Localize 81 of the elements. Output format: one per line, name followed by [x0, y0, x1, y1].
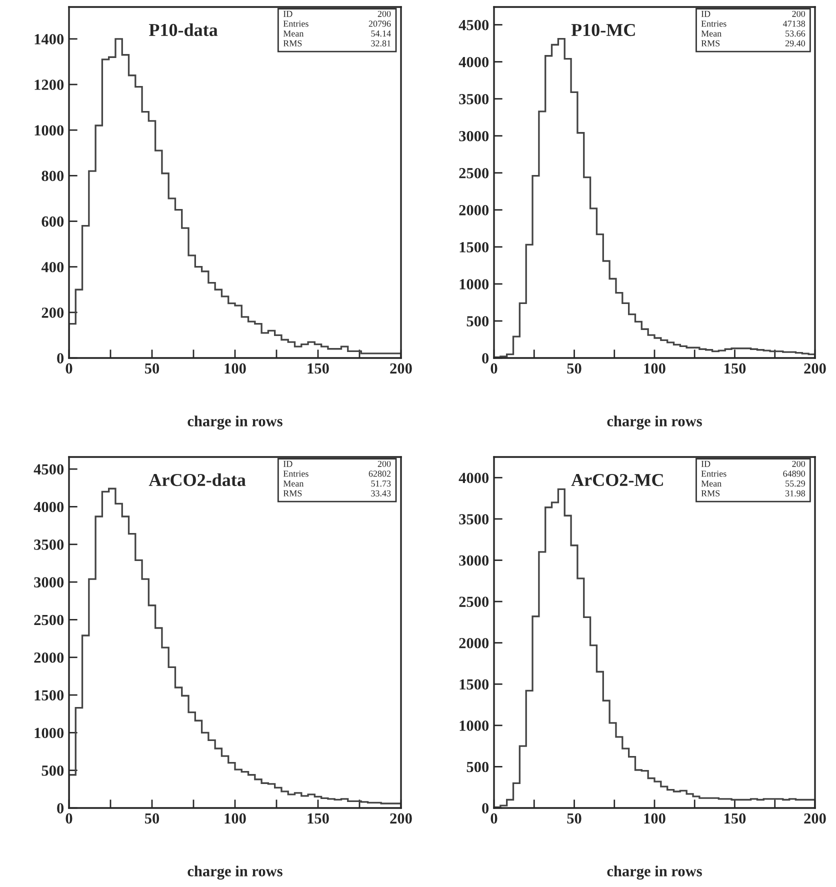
y-tick-label: 400 [41, 262, 64, 272]
x-tick-label: 200 [390, 813, 412, 824]
y-tick-label: 4000 [458, 56, 489, 68]
y-tick-label: 4000 [458, 472, 489, 484]
y-tick-label: 1500 [34, 690, 64, 700]
text: ID 200 [701, 10, 806, 17]
text: Entries 20796 [283, 20, 391, 27]
y-tick-label: 500 [42, 765, 64, 776]
x-tick-label: 50 [567, 813, 582, 824]
text: P10-MC [571, 24, 635, 36]
y-tick-label: 4500 [34, 464, 64, 475]
text: RMS 32.81 [283, 40, 390, 46]
y-tick-label: 1000 [460, 279, 489, 290]
text: Mean 54.14 [283, 30, 391, 37]
x-tick-label: 100 [644, 813, 666, 824]
x-axis-title: charge in rows [607, 866, 702, 880]
x-tick-label: 150 [308, 813, 329, 824]
x-tick-label: 100 [224, 813, 246, 824]
x-tick-label: 0 [490, 363, 498, 374]
text: ArCO2-MC [571, 474, 663, 486]
x-tick-label: 150 [724, 363, 746, 374]
y-tick-label: 1000 [460, 720, 489, 731]
y-tick-label: 1400 [34, 34, 64, 44]
y-tick-label: 2000 [459, 205, 489, 216]
text: Entries 47138 [701, 20, 806, 27]
x-tick-label: 150 [724, 813, 746, 824]
x-tick-label: 50 [144, 813, 160, 824]
y-tick-label: 2000 [34, 652, 64, 663]
y-tick-label: 4500 [458, 20, 489, 30]
y-tick-label: 800 [42, 170, 64, 182]
text: ID 200 [283, 10, 391, 17]
x-axis-title: charge in rows [188, 866, 282, 880]
text: ID 200 [283, 460, 391, 467]
text: ID 200 [701, 460, 806, 467]
text: Mean 51.73 [283, 480, 391, 487]
x-axis-title: charge in rows [188, 416, 282, 430]
x-tick-label: 50 [144, 363, 160, 374]
text: RMS 33.43 [283, 490, 391, 496]
x-tick-label: 200 [390, 363, 412, 374]
y-tick-label: 2500 [459, 168, 489, 178]
y-tick-label: 0 [57, 353, 64, 364]
y-tick-label: 1000 [34, 728, 64, 738]
y-tick-label: 0 [57, 803, 64, 814]
y-tick-label: 0 [482, 803, 489, 814]
text: RMS 31.98 [701, 490, 806, 496]
x-axis-title: charge in rows [607, 416, 702, 430]
x-tick-label: 100 [644, 363, 666, 374]
y-tick-label: 200 [42, 308, 64, 318]
y-tick-label: 3000 [34, 577, 64, 588]
y-tick-label: 2000 [459, 638, 489, 648]
x-tick-label: 200 [804, 813, 826, 824]
y-tick-label: 1200 [34, 80, 64, 90]
y-tick-label: 0 [482, 353, 489, 364]
y-tick-label: 3500 [459, 514, 489, 524]
y-tick-label: 2500 [34, 614, 64, 626]
x-tick-label: 0 [66, 813, 72, 824]
y-tick-label: 1000 [34, 125, 64, 136]
y-tick-label: 1500 [460, 679, 489, 690]
text: Entries 62802 [283, 470, 391, 477]
text: Mean 55.29 [701, 480, 805, 487]
y-tick-label: 3500 [34, 540, 64, 550]
y-tick-label: 2500 [459, 596, 489, 607]
text: RMS 29.40 [701, 40, 806, 46]
text: ArCO2-data [148, 473, 246, 486]
x-tick-label: 100 [224, 363, 246, 374]
y-tick-label: 500 [466, 762, 489, 772]
y-tick-label: 600 [42, 216, 64, 227]
text: P10-data [148, 23, 218, 36]
y-tick-label: 3000 [459, 130, 489, 142]
y-tick-label: 3000 [459, 555, 489, 566]
text: Mean 53.66 [701, 30, 806, 37]
x-tick-label: 150 [308, 363, 329, 374]
y-tick-label: 1500 [460, 242, 489, 252]
x-tick-label: 50 [567, 363, 582, 374]
x-tick-label: 0 [66, 363, 72, 374]
y-tick-label: 500 [466, 316, 489, 326]
y-tick-label: 4000 [34, 502, 64, 512]
x-tick-label: 0 [490, 813, 498, 824]
x-tick-label: 200 [804, 363, 826, 374]
text: Entries 64890 [701, 470, 806, 477]
y-tick-label: 3500 [459, 94, 489, 104]
